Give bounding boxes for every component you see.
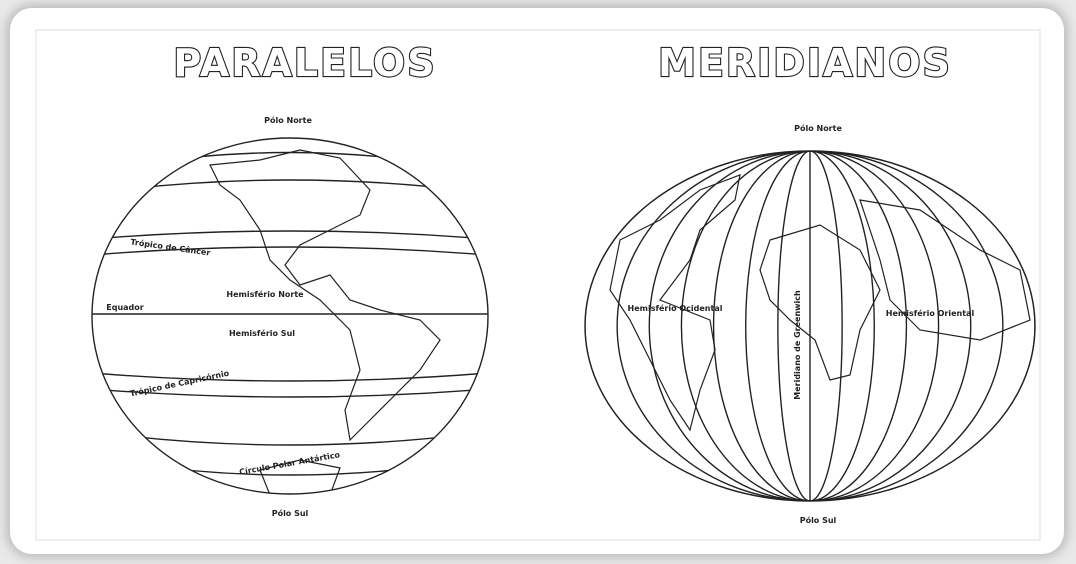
parallels-globe [80,150,500,495]
panel-title: PARALELOS [173,41,436,85]
label: Hemisfério Norte [226,289,304,299]
diagram: PARALELOS Pólo Norte Trópico de Câncer E… [0,0,1076,564]
label: Hemisfério Oriental [886,308,975,318]
meridians-globe [585,151,1035,501]
label: Equador [106,303,144,312]
label: Pólo Sul [272,508,309,518]
label: Pólo Norte [794,123,842,133]
label: Pólo Norte [264,115,312,125]
page: PARALELOS Pólo Norte Trópico de Câncer E… [0,0,1076,564]
parallel [80,372,500,381]
label: Hemisfério Ocidental [628,303,723,313]
parallel [80,430,500,445]
label: Trópico de Câncer [130,236,211,257]
panel-title: MERIDIANOS [658,41,952,85]
label: Meridiano de Greenwich [793,290,802,400]
continent [860,200,1030,340]
label: Pólo Sul [800,515,837,525]
label: Hemisfério Sul [229,328,295,338]
